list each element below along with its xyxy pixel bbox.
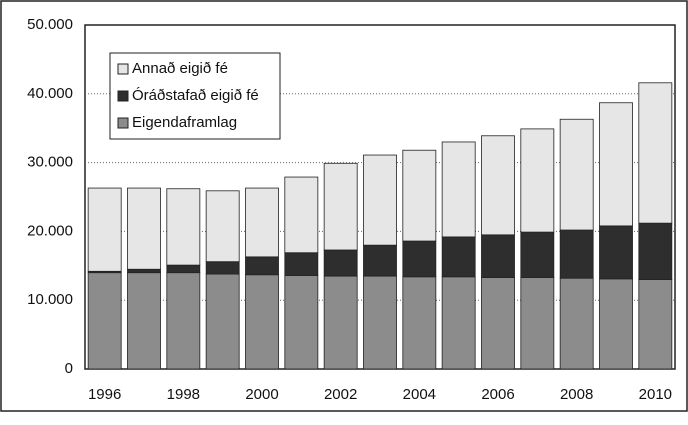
x-tick-label: 2006 bbox=[481, 386, 514, 403]
bar-segment bbox=[559, 118, 594, 231]
bar-segment bbox=[638, 82, 673, 224]
bar-segment bbox=[441, 236, 476, 278]
bar-segment bbox=[245, 187, 279, 258]
bar-segment bbox=[402, 240, 437, 278]
x-tick-label: 2010 bbox=[639, 386, 672, 403]
bar-segment bbox=[323, 162, 358, 251]
legend-swatch bbox=[117, 63, 129, 75]
bar-segment bbox=[559, 229, 594, 279]
bar-segment bbox=[205, 273, 240, 370]
bar-segment bbox=[402, 276, 437, 370]
x-tick-label: 1996 bbox=[88, 386, 121, 403]
bar-segment bbox=[245, 256, 279, 276]
bar-segment bbox=[166, 188, 201, 266]
bar-segment bbox=[520, 277, 555, 370]
bar-segment bbox=[599, 225, 633, 280]
bar-segment bbox=[559, 277, 594, 370]
legend-label: Annað eigið fé bbox=[132, 60, 228, 77]
bar-segment bbox=[127, 272, 161, 370]
bar-segment bbox=[481, 234, 515, 278]
bar-segment bbox=[481, 135, 515, 236]
bar-segment bbox=[599, 278, 633, 370]
bar-segment bbox=[205, 261, 240, 275]
bar-segment bbox=[363, 154, 397, 246]
bar-segment bbox=[245, 274, 279, 370]
bar-segment bbox=[323, 249, 358, 277]
legend-box bbox=[109, 52, 281, 140]
x-tick-label: 1998 bbox=[167, 386, 200, 403]
x-tick-label: 2002 bbox=[324, 386, 357, 403]
bar-segment bbox=[284, 275, 319, 370]
x-tick-label: 2008 bbox=[560, 386, 593, 403]
bar-segment bbox=[441, 141, 476, 238]
bar-segment bbox=[599, 102, 633, 227]
bar-segment bbox=[520, 128, 555, 233]
y-tick-label: 40.000 bbox=[27, 85, 73, 102]
legend-label: Eigendaframlag bbox=[132, 114, 237, 131]
bar-segment bbox=[481, 277, 515, 370]
x-tick-label: 2004 bbox=[403, 386, 436, 403]
bar-segment bbox=[127, 187, 161, 270]
bar-segment bbox=[402, 149, 437, 242]
legend-swatch bbox=[117, 90, 129, 102]
bar-segment bbox=[638, 222, 673, 280]
y-tick-label: 20.000 bbox=[27, 222, 73, 239]
bar-segment bbox=[441, 276, 476, 370]
bar-segment bbox=[127, 268, 161, 274]
bar-segment bbox=[87, 187, 122, 272]
bar-segment bbox=[363, 244, 397, 277]
y-tick-label: 10.000 bbox=[27, 291, 73, 308]
y-tick-label: 30.000 bbox=[27, 154, 73, 171]
bar-segment bbox=[205, 190, 240, 263]
bar-segment bbox=[363, 275, 397, 370]
y-tick-label: 0 bbox=[65, 360, 73, 377]
legend-swatch bbox=[117, 117, 129, 129]
bar-segment bbox=[284, 252, 319, 276]
y-tick-label: 50.000 bbox=[27, 16, 73, 33]
legend-label: Óráðstafað eigið fé bbox=[132, 87, 259, 104]
chart-frame bbox=[0, 0, 688, 412]
bar-segment bbox=[323, 275, 358, 370]
bar-segment bbox=[520, 231, 555, 278]
bar-segment bbox=[638, 279, 673, 370]
bar-segment bbox=[284, 176, 319, 254]
x-tick-label: 2000 bbox=[245, 386, 278, 403]
bar-segment bbox=[87, 272, 122, 370]
bar-segment bbox=[166, 264, 201, 274]
bar-segment bbox=[166, 272, 201, 370]
